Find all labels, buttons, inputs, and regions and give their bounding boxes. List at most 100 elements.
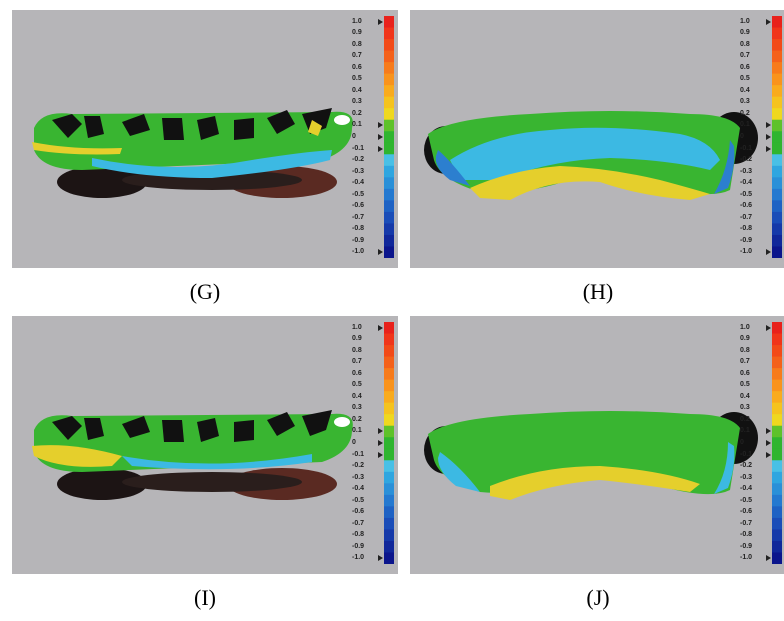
scale-marker-icon: [766, 249, 771, 256]
panel-g: 1.0 0.9 0.8 0.7 0.6 0.5 0.4 0.3 0.2 0.1 0 -0.1 -0.2 -…: [12, 10, 398, 268]
deviation-map-occlusal-g: [32, 108, 353, 198]
scale-color-band: [384, 460, 394, 473]
scale-tick-label: -0.5: [352, 190, 365, 198]
scale-tick-label: -0.2: [740, 462, 753, 470]
scale-color-band: [384, 540, 394, 553]
scale-color-band: [772, 414, 782, 427]
scale-marker-icon: [378, 440, 383, 446]
scale-tick-label: 0.6: [352, 63, 362, 71]
scale-color-band: [384, 517, 394, 530]
scale-tick-label: 0.5: [740, 381, 750, 389]
scale-tick-label: 0.7: [740, 52, 750, 60]
scale-tick-label: -0.1: [740, 451, 774, 459]
scale-tick-label: 0.2: [352, 109, 362, 117]
scale-color-band: [772, 16, 782, 29]
scale-marker-icon: [378, 555, 383, 562]
scale-color-band: [384, 471, 394, 484]
scale-color-band: [384, 165, 394, 178]
scale-color-band: [772, 437, 782, 450]
scale-tick-label: -1.0: [740, 554, 774, 562]
scale-color-band: [384, 39, 394, 52]
scale-tick-label: -0.1: [352, 145, 386, 153]
scale-tick-label: 1.0: [352, 18, 386, 26]
scale-color-band: [384, 529, 394, 542]
scale-color-band: [772, 552, 782, 564]
caption-h: (H): [582, 279, 614, 304]
scale-color-band: [384, 223, 394, 236]
scale-tick-label: 1.0: [352, 324, 386, 332]
scale-tick-label: 1.0: [740, 18, 774, 26]
scale-tick-label: -0.9: [352, 236, 365, 244]
scale-tick-label: -0.7: [740, 213, 753, 221]
scale-color-band: [384, 345, 394, 358]
scale-color-band: [384, 177, 394, 190]
scale-color-band: [772, 402, 782, 415]
scale-color-band: [384, 333, 394, 346]
scale-color-band: [772, 356, 782, 369]
scale-tick-label: -0.9: [740, 542, 753, 550]
scale-tick-label: 0.4: [740, 86, 750, 94]
scale-tick-label: 0.3: [352, 98, 362, 106]
scale-tick-label: -0.3: [740, 167, 753, 175]
scale-color-band: [384, 188, 394, 201]
scale-tick-label: -0.8: [740, 225, 753, 233]
scale-marker-icon: [378, 18, 383, 25]
scale-color-band: [772, 246, 782, 258]
scale-tick-label: 0.1: [352, 427, 386, 435]
scale-tick-label: 0: [740, 439, 774, 447]
scale-color-band: [772, 27, 782, 40]
scale-color-band: [772, 223, 782, 236]
scale-color-band: [384, 483, 394, 496]
scale-tick-label: -1.0: [352, 554, 386, 562]
scale-tick-label: -0.7: [352, 213, 365, 221]
caption-g: (G): [189, 279, 221, 304]
scale-tick-label: 0.3: [352, 404, 362, 412]
color-scale-bar: [384, 322, 394, 564]
scale-color-band: [384, 234, 394, 247]
scale-tick-label: -0.6: [352, 202, 365, 210]
scale-tick-label: -0.3: [352, 473, 365, 481]
scale-color-band: [772, 471, 782, 484]
scale-color-band: [772, 425, 782, 438]
scale-tick-label: -0.8: [740, 531, 753, 539]
scale-color-band: [772, 368, 782, 381]
scale-tick-label: 0.6: [352, 369, 362, 377]
panel-j: 1.0 0.9 0.8 0.7 0.6 0.5 0.4 0.3 0.2 0.1 0 -0.1 -0.2 -…: [410, 316, 784, 574]
scale-marker-icon: [378, 122, 383, 129]
color-scale-bar: [772, 16, 782, 258]
scale-tick-label: 0.6: [740, 369, 750, 377]
scale-marker-icon: [766, 18, 771, 25]
scale-color-band: [384, 73, 394, 86]
scale-tick-label: -0.5: [740, 190, 753, 198]
scale-color-band: [384, 391, 394, 404]
scale-color-band: [772, 517, 782, 530]
scale-color-band: [772, 483, 782, 496]
scale-color-band: [384, 211, 394, 224]
color-scale-bar: [384, 16, 394, 258]
scale-color-band: [772, 131, 782, 144]
scale-color-band: [772, 188, 782, 201]
scale-color-band: [772, 108, 782, 121]
scale-tick-label: 0.9: [352, 335, 362, 343]
scale-tick-label: -0.9: [740, 236, 753, 244]
scale-color-band: [772, 322, 782, 335]
scale-tick-label: 0.7: [352, 52, 362, 60]
scale-color-band: [384, 414, 394, 427]
scale-tick-label: 0: [352, 133, 386, 141]
scale-marker-icon: [378, 134, 383, 140]
scale-tick-label: 0.3: [740, 404, 750, 412]
scale-tick-label: -0.3: [352, 167, 365, 175]
scale-tick-label: -0.7: [740, 519, 753, 527]
scale-tick-label: 0: [740, 133, 774, 141]
scale-color-band: [772, 165, 782, 178]
scale-tick-label: 0.9: [740, 335, 750, 343]
scale-tick-label: -0.1: [352, 451, 386, 459]
deviation-map-palatal-h: [424, 111, 758, 200]
scale-tick-label: 0.2: [352, 415, 362, 423]
scale-color-band: [384, 552, 394, 564]
scale-tick-label: -0.2: [740, 156, 753, 164]
panel-i: 1.0 0.9 0.8 0.7 0.6 0.5 0.4 0.3 0.2 0.1 0 -0.1 -0.2 -…: [12, 316, 398, 574]
scale-marker-icon: [378, 428, 383, 435]
scale-color-band: [384, 379, 394, 392]
scale-tick-label: 0.9: [352, 29, 362, 37]
